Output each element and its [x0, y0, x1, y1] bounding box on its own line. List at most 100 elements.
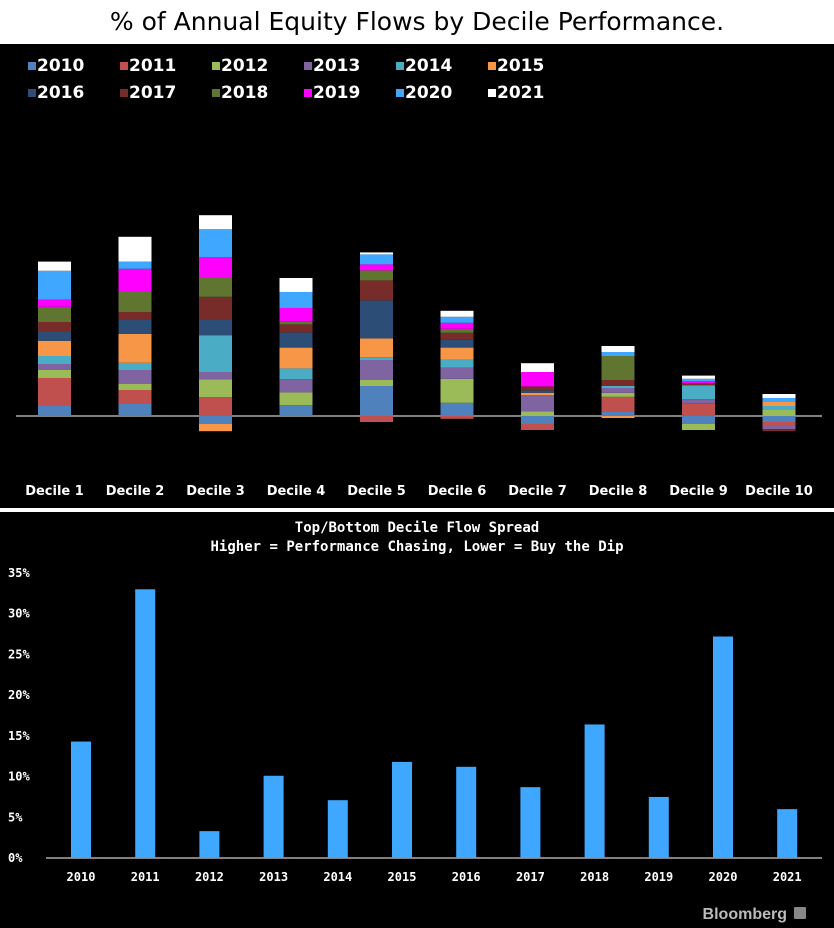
segment-decile-6-2015 — [440, 347, 474, 360]
segment-decile-1-2013 — [38, 364, 71, 370]
segment-decile-6-2020 — [440, 316, 474, 323]
category-label-1: Decile 1 — [25, 484, 84, 499]
segment-decile-7-2010 — [521, 416, 554, 424]
x-tick-label-2015: 2015 — [388, 870, 417, 884]
segment-decile-2-2020 — [118, 261, 152, 269]
segment-decile-3-2016 — [199, 320, 232, 336]
category-label-10: Decile 10 — [745, 484, 813, 499]
x-tick-label-2012: 2012 — [195, 870, 224, 884]
segment-decile-3-2019 — [199, 257, 232, 278]
segment-decile-8-2014 — [601, 386, 635, 388]
segment-decile-2-2014 — [118, 362, 152, 370]
segment-decile-2-2017 — [118, 312, 152, 320]
segment-decile-4-2015 — [279, 347, 313, 369]
segment-decile-9-2020 — [682, 378, 715, 382]
legend-swatch-2013 — [304, 62, 312, 70]
segment-decile-9-2021 — [682, 375, 715, 379]
segment-decile-9-2011 — [682, 403, 715, 416]
legend-label-2019: 2019 — [313, 83, 360, 103]
segment-decile-9-2012 — [682, 424, 715, 430]
segment-decile-2-2016 — [118, 320, 152, 334]
segment-decile-5-2016 — [360, 300, 393, 339]
segment-decile-2-2013 — [118, 370, 152, 384]
segment-decile-6-2010 — [440, 402, 474, 416]
segment-decile-8-2015 — [601, 416, 635, 418]
legend-swatch-2019 — [304, 89, 312, 97]
legend-label-2015: 2015 — [497, 56, 544, 76]
spread-bar-2016 — [456, 766, 477, 858]
segment-decile-3-2020 — [199, 229, 232, 258]
legend-label-2016: 2016 — [37, 83, 84, 103]
segment-decile-10-2012 — [762, 410, 796, 416]
segment-decile-1-2016 — [38, 332, 71, 341]
segment-decile-4-2014 — [279, 368, 313, 380]
segment-decile-3-2014 — [199, 335, 232, 372]
category-label-7: Decile 7 — [508, 484, 567, 499]
segment-decile-4-2013 — [279, 379, 313, 393]
x-tick-label-2018: 2018 — [580, 870, 609, 884]
segment-decile-4-2020 — [279, 292, 313, 308]
spread-bar-2021 — [777, 809, 798, 858]
segment-decile-1-2019 — [38, 299, 71, 307]
segment-decile-8-2020 — [601, 352, 635, 356]
segment-decile-5-2012 — [360, 380, 393, 386]
stacked-chart-panel: 2010 2011 2012 2013 2014 2015 2016 2017 2018 2019… — [0, 44, 834, 508]
segment-decile-5-2021 — [360, 252, 393, 255]
segment-decile-3-2021 — [199, 215, 232, 230]
segment-decile-10-2021 — [762, 394, 796, 398]
segment-decile-1-2010 — [38, 406, 71, 416]
segment-decile-7-2013 — [521, 395, 554, 412]
segment-decile-1-2012 — [38, 370, 71, 378]
legend-label-2018: 2018 — [221, 83, 268, 103]
legend-swatch-2014 — [396, 62, 404, 70]
segment-decile-5-2015 — [360, 338, 393, 358]
spread-bar-2017 — [520, 787, 541, 858]
segment-decile-5-2020 — [360, 254, 393, 265]
legend-swatch-2016 — [28, 89, 36, 97]
legend-label-2014: 2014 — [405, 56, 452, 76]
legend-label-2013: 2013 — [313, 56, 360, 76]
segment-decile-8-2012 — [601, 392, 635, 397]
segment-decile-10-2015 — [762, 402, 796, 406]
segment-decile-7-2017 — [521, 386, 554, 391]
legend-swatch-2012 — [212, 62, 220, 70]
segment-decile-7-2021 — [521, 363, 554, 372]
segment-decile-5-2017 — [360, 280, 393, 301]
spread-chart-title: Top/Bottom Decile Flow Spread — [295, 520, 539, 536]
segment-decile-2-2019 — [118, 268, 152, 292]
segment-decile-5-2011 — [360, 416, 393, 422]
segment-decile-10-2011 — [762, 422, 796, 426]
spread-chart-subtitle: Higher = Performance Chasing, Lower = Bu… — [210, 539, 623, 555]
y-tick-label-0: 0% — [8, 851, 23, 865]
x-tick-label-2020: 2020 — [709, 870, 738, 884]
legend-swatch-2018 — [212, 89, 220, 97]
segment-decile-8-2013 — [601, 388, 635, 393]
legend-swatch-2010 — [28, 62, 36, 70]
segment-decile-2-2011 — [118, 390, 152, 404]
segment-decile-7-2016 — [521, 390, 554, 393]
legend-swatch-2011 — [120, 62, 128, 70]
segment-decile-6-2017 — [440, 332, 474, 340]
segment-decile-3-2017 — [199, 296, 232, 320]
segment-decile-2-2015 — [118, 334, 152, 363]
segment-decile-7-2012 — [521, 411, 554, 416]
segment-decile-6-2012 — [440, 378, 474, 403]
segment-decile-1-2020 — [38, 270, 71, 300]
segment-decile-5-2014 — [360, 357, 393, 360]
segment-decile-8-2011 — [601, 396, 635, 412]
legend-swatch-2017 — [120, 89, 128, 97]
segment-decile-6-2014 — [440, 359, 474, 368]
segment-decile-1-2011 — [38, 378, 71, 406]
stacked-bar-chart: 2010 2011 2012 2013 2014 2015 2016 2017 2018 2019… — [16, 56, 822, 499]
legend-label-2012: 2012 — [221, 56, 268, 76]
bloomberg-logo-icon — [794, 907, 806, 919]
segment-decile-8-2018 — [601, 356, 635, 380]
bloomberg-watermark: Bloomberg — [703, 906, 787, 923]
y-tick-label-4: 20% — [8, 688, 30, 702]
legend-label-2021: 2021 — [497, 83, 544, 103]
x-tick-label-2016: 2016 — [452, 870, 481, 884]
segment-decile-6-2018 — [440, 328, 474, 333]
y-tick-label-7: 35% — [8, 566, 30, 580]
segment-decile-7-2011 — [521, 424, 554, 430]
segment-decile-1-2021 — [38, 261, 71, 271]
